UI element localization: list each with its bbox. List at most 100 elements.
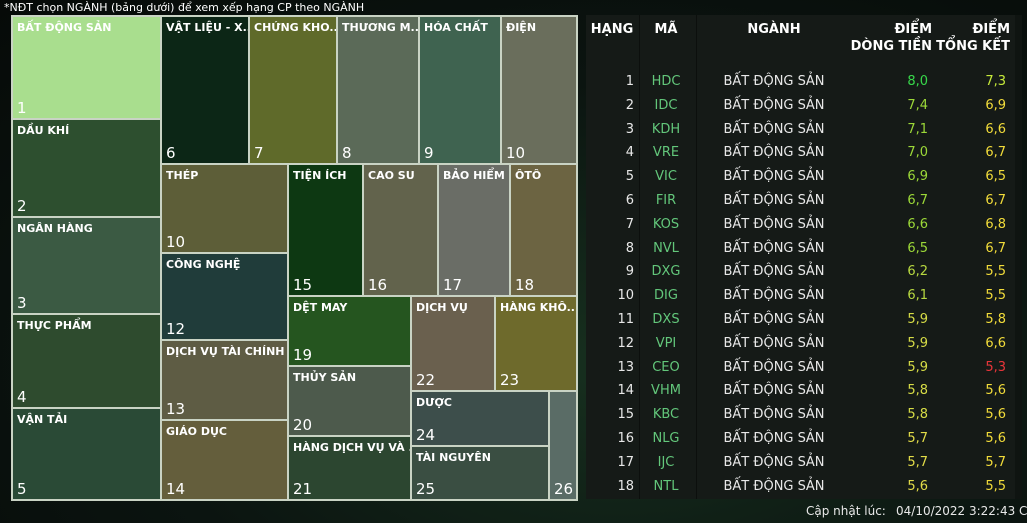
tile-label: DẦU KHÍ (17, 124, 70, 137)
tile-number: 15 (293, 276, 313, 294)
treemap-tile[interactable]: THƯƠNG M... 8 (337, 16, 419, 164)
tile-label: DỊCH VỤ TÀI CHÍNH (166, 345, 285, 358)
cell-industry: BẤT ĐỘNG SẢN (723, 359, 825, 375)
tile-number: 19 (293, 346, 313, 364)
treemap-tile[interactable]: DỊCH VỤ TÀI CHÍNH 13 (161, 340, 288, 420)
cell-cash-score: 5,9 (907, 359, 928, 375)
table-row[interactable]: 3 KDH BẤT ĐỘNG SẢN 7,1 6,6 (586, 118, 1022, 142)
cell-cash-score: 5,7 (907, 431, 928, 446)
tile-number: 2 (17, 197, 27, 215)
cell-code: VRE (652, 145, 680, 161)
cell-cash-score: 5,9 (907, 335, 928, 351)
treemap-tile[interactable]: ÔTÔ 18 (510, 164, 577, 296)
treemap-tile[interactable]: TÀI NGUYÊN 25 (411, 446, 549, 500)
treemap-tile[interactable]: DỊCH VỤ 22 (411, 296, 495, 391)
col-header-industry[interactable]: NGÀNH (747, 22, 801, 37)
tile-label: NGÂN HÀNG (17, 222, 93, 235)
tile-number: 13 (166, 400, 186, 418)
cell-rank: 2 (625, 97, 634, 113)
cell-total-score: 7,3 (985, 74, 1006, 89)
treemap-tile[interactable]: THỰC PHẨM 4 (12, 314, 161, 408)
table-row[interactable]: 7 KOS BẤT ĐỘNG SẢN 6,6 6,8 (586, 213, 1022, 237)
table-row[interactable]: 1 HDC BẤT ĐỘNG SẢN 8,0 7,3 (586, 70, 1022, 94)
treemap-tile[interactable]: THÉP 10 (161, 164, 288, 253)
tile-number: 9 (424, 144, 434, 162)
table-row[interactable]: 9 DXG BẤT ĐỘNG SẢN 6,2 5,5 (586, 260, 1022, 284)
treemap-tile[interactable]: BẢO HIỂM 17 (438, 164, 510, 296)
treemap-tile[interactable]: VẬN TẢI 5 (12, 408, 161, 500)
tile-number: 18 (515, 276, 535, 294)
tile-label: THỦY SẢN (293, 371, 357, 384)
cell-rank: 12 (617, 335, 634, 351)
cell-industry: BẤT ĐỘNG SẢN (723, 216, 825, 232)
tile-label: GIÁO DỤC (166, 425, 227, 438)
cell-rank: 5 (625, 169, 634, 185)
cell-total-score: 6,7 (985, 145, 1006, 161)
table-row[interactable]: 17 IJC BẤT ĐỘNG SẢN 5,7 5,7 (586, 451, 1022, 475)
table-scrollbar[interactable] (1015, 15, 1022, 499)
table-row[interactable]: 5 VIC BẤT ĐỘNG SẢN 6,9 6,5 (586, 165, 1022, 189)
tile-number: 10 (166, 233, 186, 251)
table-row[interactable]: 6 FIR BẤT ĐỘNG SẢN 6,7 6,7 (586, 189, 1022, 213)
treemap-tile[interactable]: TIỆN ÍCH 15 (288, 164, 363, 296)
cell-cash-score: 5,6 (907, 478, 928, 494)
cell-industry: BẤT ĐỘNG SẢN (723, 145, 825, 161)
tile-number: 16 (368, 276, 388, 294)
ranking-table: HẠNG MÃ NGÀNH ĐIỂM DÒNG TIỀN ĐIỂM TỔNG K… (586, 15, 1022, 499)
cell-cash-score: 8,0 (907, 74, 928, 89)
cell-rank: 14 (617, 383, 634, 399)
cell-industry: BẤT ĐỘNG SẢN (723, 193, 825, 208)
cell-industry: BẤT ĐỘNG SẢN (723, 240, 825, 256)
cell-cash-score: 7,4 (907, 97, 928, 113)
cell-code: VPI (655, 335, 677, 351)
cell-total-score: 6,6 (985, 121, 1006, 137)
table-row[interactable]: 11 DXS BẤT ĐỘNG SẢN 5,9 5,8 (586, 308, 1022, 332)
cell-rank: 16 (617, 431, 634, 446)
treemap-tile[interactable]: HÓA CHẤT 9 (419, 16, 501, 164)
table-row[interactable]: 8 NVL BẤT ĐỘNG SẢN 6,5 6,7 (586, 237, 1022, 261)
treemap-tile[interactable]: CHỨNG KHO... 7 (249, 16, 337, 164)
cell-cash-score: 5,7 (907, 454, 928, 470)
cell-rank: 7 (625, 216, 634, 232)
table-row[interactable]: 13 CEO BẤT ĐỘNG SẢN 5,9 5,3 (586, 356, 1022, 380)
table-row[interactable]: 2 IDC BẤT ĐỘNG SẢN 7,4 6,9 (586, 94, 1022, 118)
treemap-tile[interactable]: CAO SU 16 (363, 164, 438, 296)
treemap-tile[interactable]: DƯỢC 24 (411, 391, 549, 446)
tile-label: CÔNG NGHỆ (166, 258, 241, 271)
cell-industry: BẤT ĐỘNG SẢN (723, 431, 825, 446)
treemap-tile[interactable]: HÀNG KHÔ... 23 (495, 296, 577, 391)
cell-total-score: 6,7 (985, 193, 1006, 208)
tile-label: DỆT MAY (293, 301, 348, 314)
table-row[interactable]: 12 VPI BẤT ĐỘNG SẢN 5,9 6,6 (586, 332, 1022, 356)
treemap-tile[interactable]: VẬT LIỆU - X... 6 (161, 16, 249, 164)
cell-code: DIG (654, 288, 678, 304)
tile-label: CAO SU (368, 169, 415, 182)
treemap-tile[interactable]: HÀNG DỊCH VỤ VÀ ... 21 (288, 436, 411, 500)
treemap-tile[interactable]: DỆT MAY 19 (288, 296, 411, 366)
treemap-tile[interactable]: CÔNG NGHỆ 12 (161, 253, 288, 340)
cell-total-score: 5,5 (985, 264, 1006, 280)
treemap-tile[interactable]: NGÂN HÀNG 3 (12, 217, 161, 314)
table-row[interactable]: 15 KBC BẤT ĐỘNG SẢN 5,8 5,6 (586, 403, 1022, 427)
table-row[interactable]: 14 VHM BẤT ĐỘNG SẢN 5,8 5,6 (586, 379, 1022, 403)
treemap-tile[interactable]: DẦU KHÍ 2 (12, 119, 161, 217)
cell-total-score: 6,5 (985, 169, 1006, 185)
col-header-code[interactable]: MÃ (654, 22, 678, 37)
col-header-cash-score[interactable]: ĐIỂM DÒNG TIỀN (848, 21, 932, 55)
tile-label: HÀNG DỊCH VỤ VÀ ... (293, 441, 411, 454)
treemap-tile[interactable]: BẤT ĐỘNG SẢN 1 (12, 16, 161, 119)
treemap-tile[interactable]: ĐIỆN 10 (501, 16, 577, 164)
col-header-total-score[interactable]: ĐIỂM TỔNG KẾT (930, 21, 1010, 55)
table-row[interactable]: 10 DIG BẤT ĐỘNG SẢN 6,1 5,5 (586, 284, 1022, 308)
cell-rank: 8 (625, 240, 634, 256)
treemap-tile[interactable]: 26 (549, 391, 577, 500)
table-row[interactable]: 16 NLG BẤT ĐỘNG SẢN 5,7 5,6 (586, 427, 1022, 451)
treemap-tile[interactable]: THỦY SẢN 20 (288, 366, 411, 436)
tile-label: TIỆN ÍCH (293, 169, 347, 182)
cell-code: KDH (651, 121, 681, 137)
treemap-tile[interactable]: GIÁO DỤC 14 (161, 420, 288, 500)
table-row[interactable]: 18 NTL BẤT ĐỘNG SẢN 5,6 5,5 (586, 475, 1022, 499)
cell-code: NVL (653, 240, 679, 256)
col-header-rank[interactable]: HẠNG (590, 22, 634, 37)
table-row[interactable]: 4 VRE BẤT ĐỘNG SẢN 7,0 6,7 (586, 141, 1022, 165)
